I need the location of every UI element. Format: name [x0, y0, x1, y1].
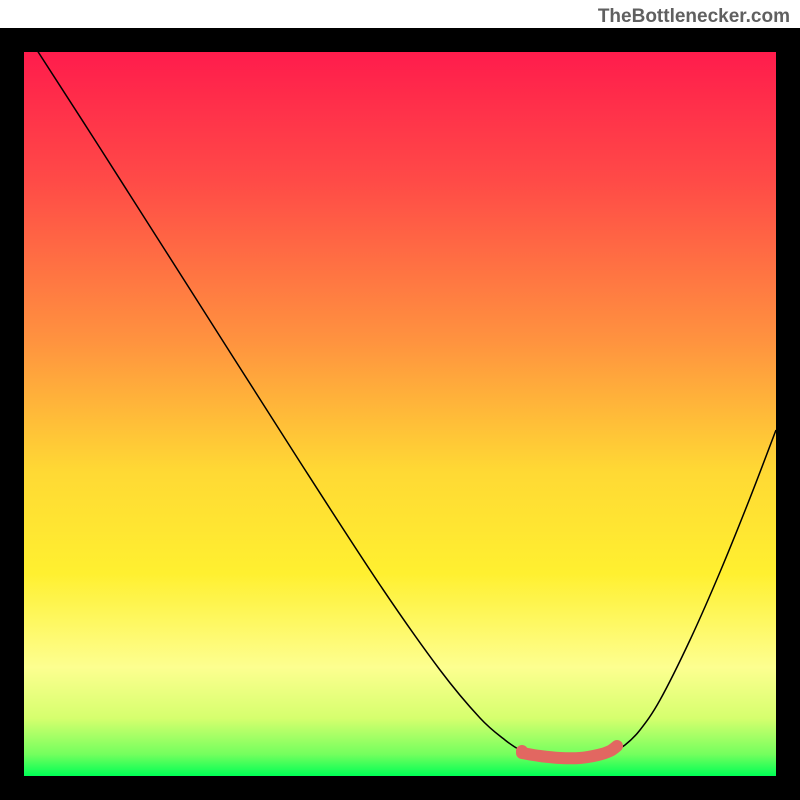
bottleneck-chart — [0, 0, 800, 800]
watermark-text: TheBottlenecker.com — [598, 6, 790, 28]
highlight-start-dot — [516, 745, 528, 757]
chart-plot-area — [24, 52, 776, 776]
chart-container: { "watermark": "TheBottlenecker.com", "c… — [0, 0, 800, 800]
